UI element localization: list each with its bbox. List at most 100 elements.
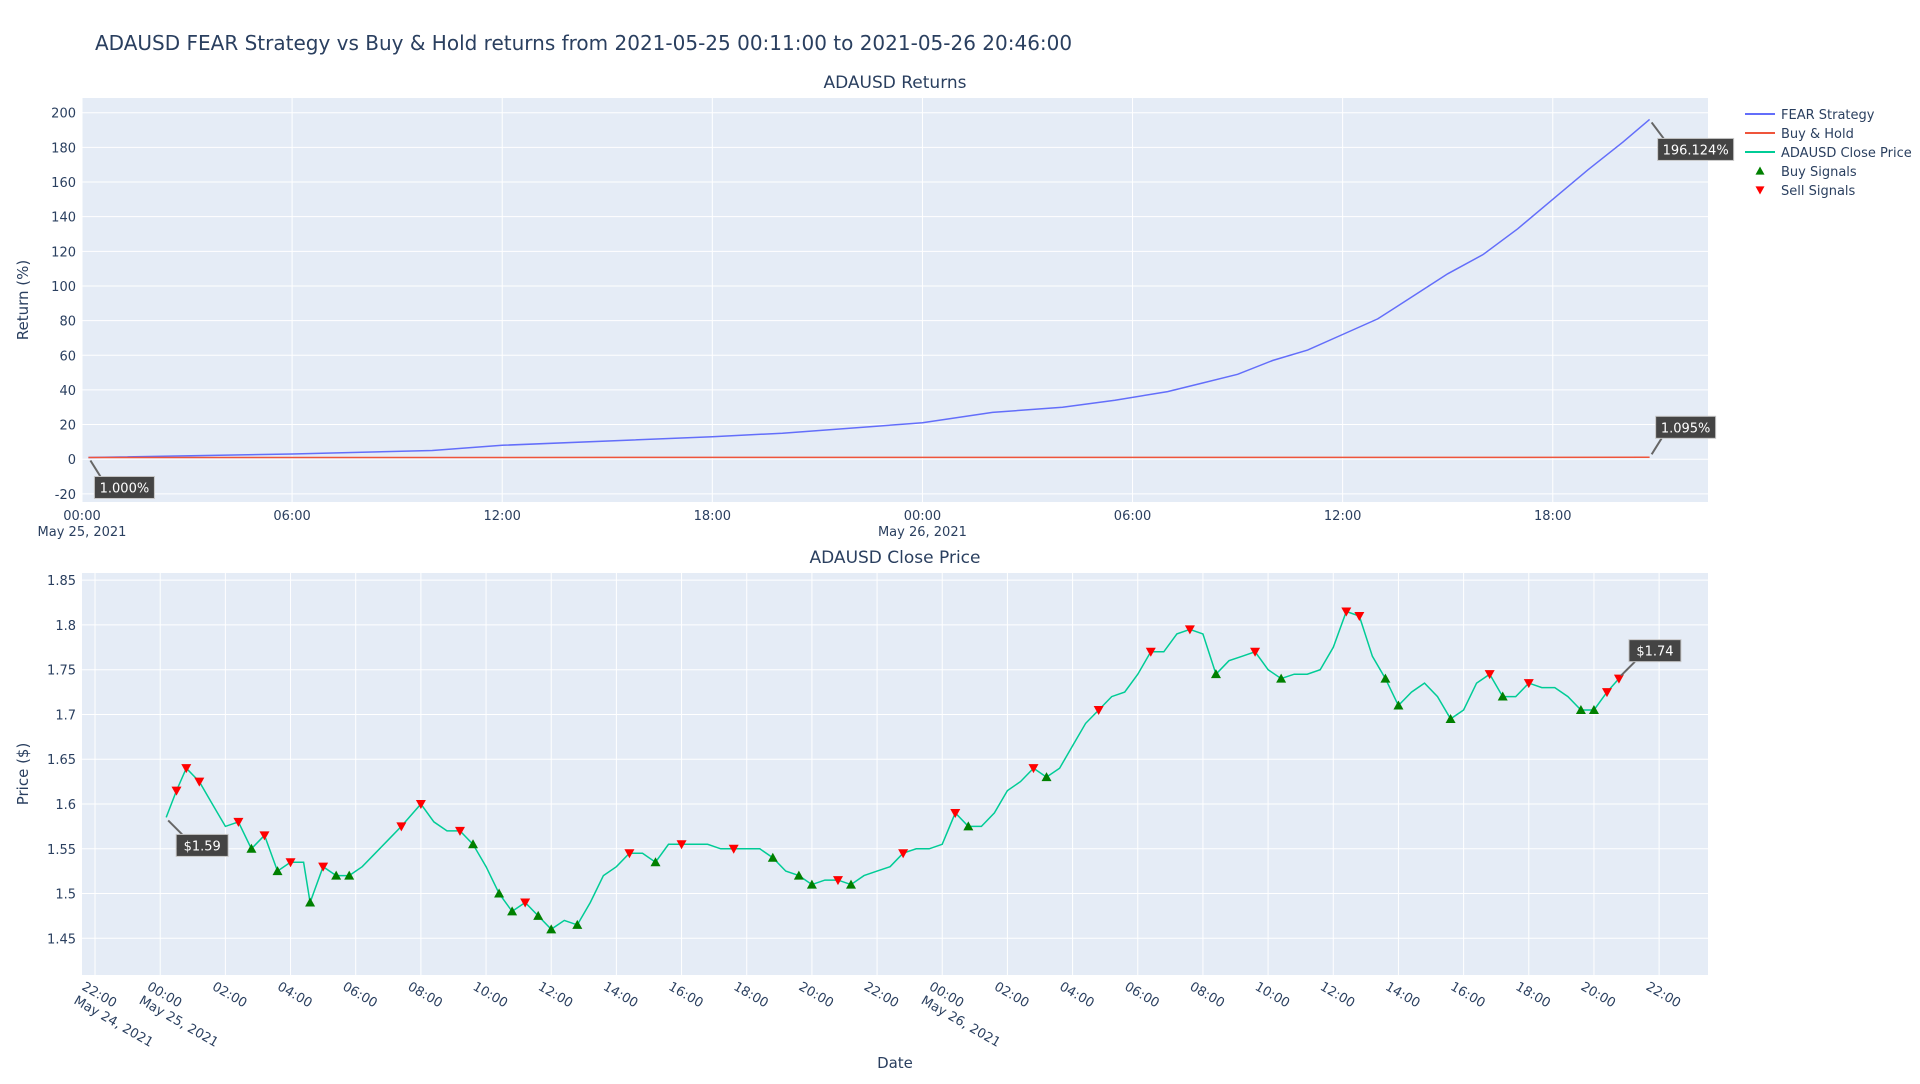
y-tick-label: 180	[51, 141, 76, 156]
x-tick-label: 18:00	[731, 979, 771, 1011]
x-tick-text: 16:00	[1448, 979, 1488, 1011]
x-tick-text: 00:00	[904, 509, 941, 524]
y-tick-label: 1.8	[55, 619, 76, 634]
x-tick-text: 08:00	[1187, 979, 1227, 1011]
y-tick-label: 200	[51, 107, 76, 122]
annotation-text: 1.000%	[100, 481, 150, 496]
x-tick-label: 18:00	[1513, 979, 1553, 1011]
x-tick-label: 08:00	[1187, 979, 1227, 1011]
x-tick-label: 14:00	[600, 979, 640, 1011]
x-tick-text: 08:00	[405, 979, 445, 1011]
x-tick-text: 06:00	[273, 509, 310, 524]
x-tick-text: 02:00	[209, 979, 249, 1011]
x-tick-text: 22:00	[861, 979, 901, 1011]
legend-swatch	[1756, 167, 1765, 175]
x-tick-label: 12:00	[1324, 509, 1361, 524]
y-tick-label: 1.5	[55, 888, 76, 903]
x-tick-text: 06:00	[340, 979, 380, 1011]
x-tick-text: 22:00	[1643, 979, 1683, 1011]
legend-label: Buy Signals	[1781, 165, 1857, 180]
x-tick-label: 06:00	[1122, 979, 1162, 1011]
subplot-title: ADAUSD Close Price	[810, 548, 981, 568]
x-tick-text: 20:00	[796, 979, 836, 1011]
x-tick-label: 18:00	[694, 509, 731, 524]
figure-title: ADAUSD FEAR Strategy vs Buy & Hold retur…	[95, 31, 1072, 55]
x-tick-text: 10:00	[1252, 979, 1292, 1011]
y-tick-label: 0	[68, 453, 76, 468]
annotation-text: $1.59	[184, 839, 221, 854]
y-tick-label: 80	[59, 315, 76, 330]
x-tick-label: 06:00	[273, 509, 310, 524]
x-tick-text: 18:00	[731, 979, 771, 1011]
x-tick-label: 22:00	[861, 979, 901, 1011]
x-tick-text: 18:00	[694, 509, 731, 524]
x-tick-text: 14:00	[1382, 979, 1422, 1011]
annotation-text: $1.74	[1636, 645, 1673, 660]
legend-swatch	[1756, 186, 1765, 194]
x-tick-label: 02:00	[991, 979, 1031, 1011]
y-tick-label: 160	[51, 176, 76, 191]
x-tick-text: 00:00	[63, 509, 100, 524]
y-tick-label: 40	[59, 384, 76, 399]
legend-label: ADAUSD Close Price	[1781, 146, 1912, 161]
x-tick-text: 10:00	[470, 979, 510, 1011]
x-tick-label: 04:00	[275, 979, 315, 1011]
x-tick-text: 12:00	[483, 509, 520, 524]
x-tick-label: 22:00	[1643, 979, 1683, 1011]
subplot-title: ADAUSD Returns	[823, 73, 966, 93]
x-tick-date: May 26, 2021	[878, 525, 967, 540]
x-tick-text: 04:00	[1057, 979, 1097, 1011]
x-tick-label: 06:00	[1114, 509, 1151, 524]
x-tick-label: 10:00	[1252, 979, 1292, 1011]
x-tick-label: 08:00	[405, 979, 445, 1011]
x-tick-text: 06:00	[1114, 509, 1151, 524]
legend-label: Buy & Hold	[1781, 127, 1854, 142]
y-tick-label: 1.45	[47, 932, 76, 947]
y-tick-label: 1.6	[55, 798, 76, 813]
x-tick-text: 04:00	[275, 979, 315, 1011]
y-tick-label: 60	[59, 349, 76, 364]
annotation-text: 1.095%	[1661, 421, 1711, 436]
x-tick-label: 10:00	[470, 979, 510, 1011]
x-tick-text: 14:00	[600, 979, 640, 1011]
x-tick-date: May 25, 2021	[38, 525, 127, 540]
y-tick-label: 140	[51, 211, 76, 226]
y-tick-label: 1.85	[47, 574, 76, 589]
x-tick-text: 12:00	[1324, 509, 1361, 524]
y-tick-label: -20	[55, 488, 76, 503]
x-tick-text: 18:00	[1513, 979, 1553, 1011]
x-tick-text: 18:00	[1534, 509, 1571, 524]
y-tick-label: 1.7	[55, 708, 76, 723]
x-tick-text: 06:00	[1122, 979, 1162, 1011]
x-tick-label: 18:00	[1534, 509, 1571, 524]
plot-area	[82, 98, 1708, 502]
y-tick-label: 1.55	[47, 843, 76, 858]
x-tick-text: 12:00	[535, 979, 575, 1011]
x-tick-text: 02:00	[991, 979, 1031, 1011]
y-tick-label: 20	[59, 419, 76, 434]
y-tick-label: 120	[51, 245, 76, 260]
x-tick-label: 14:00	[1382, 979, 1422, 1011]
x-tick-label: 12:00	[483, 509, 520, 524]
legend-label: FEAR Strategy	[1781, 108, 1875, 123]
x-tick-label: 04:00	[1057, 979, 1097, 1011]
x-tick-label: 20:00	[796, 979, 836, 1011]
y-axis-title: Price ($)	[14, 743, 32, 806]
x-tick-label: 16:00	[666, 979, 706, 1011]
x-tick-text: 20:00	[1578, 979, 1618, 1011]
x-tick-text: 12:00	[1317, 979, 1357, 1011]
x-axis-title: Date	[877, 1054, 913, 1072]
y-tick-label: 100	[51, 280, 76, 295]
y-tick-label: 1.65	[47, 753, 76, 768]
x-tick-label: 02:00	[209, 979, 249, 1011]
x-tick-label: 20:00	[1578, 979, 1618, 1011]
annotation-text: 196.124%	[1663, 143, 1729, 158]
x-tick-label: 16:00	[1448, 979, 1488, 1011]
x-tick-label: 12:00	[1317, 979, 1357, 1011]
y-axis-title: Return (%)	[14, 260, 32, 341]
y-tick-label: 1.75	[47, 664, 76, 679]
x-tick-label: 12:00	[535, 979, 575, 1011]
